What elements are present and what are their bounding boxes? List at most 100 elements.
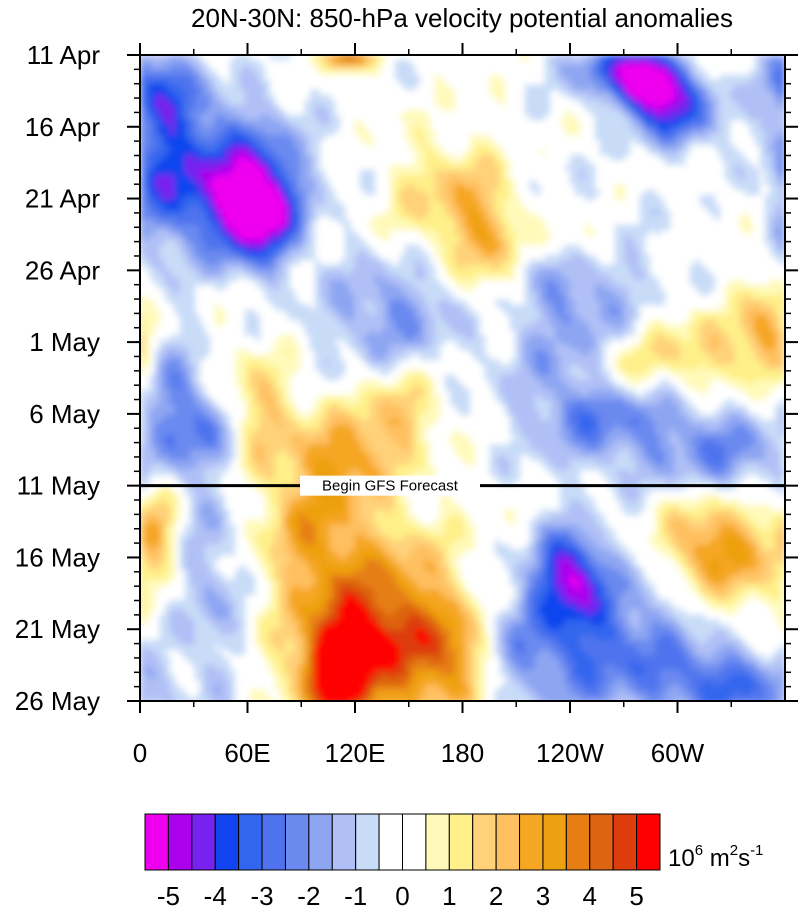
anomaly-cell (269, 94, 276, 101)
anomaly-cell (254, 279, 261, 286)
anomaly-cell (474, 199, 481, 206)
anomaly-cell (179, 309, 186, 316)
anomaly-cell (594, 99, 601, 106)
anomaly-cell (329, 279, 336, 286)
anomaly-cell (419, 199, 426, 206)
anomaly-cell (479, 174, 486, 181)
anomaly-cell (299, 154, 306, 161)
anomaly-cell (149, 274, 156, 281)
anomaly-cell (179, 209, 186, 216)
anomaly-cell (159, 269, 166, 276)
anomaly-cell (494, 264, 501, 271)
anomaly-cell (404, 349, 411, 356)
anomaly-cell (284, 219, 291, 226)
anomaly-cell (529, 89, 536, 96)
anomaly-cell (189, 229, 196, 236)
anomaly-cell (604, 99, 611, 106)
anomaly-cell (624, 319, 631, 326)
anomaly-cell (394, 309, 401, 316)
anomaly-cell (279, 224, 286, 231)
anomaly-cell (429, 294, 436, 301)
anomaly-cell (289, 194, 296, 201)
anomaly-cell (214, 209, 221, 216)
anomaly-cell (444, 289, 451, 296)
anomaly-cell (444, 264, 451, 271)
anomaly-cell (589, 79, 596, 86)
anomaly-cell (424, 254, 431, 261)
anomaly-cell (504, 244, 511, 251)
anomaly-cell (769, 84, 776, 91)
anomaly-cell (269, 189, 276, 196)
anomaly-cell (339, 324, 346, 331)
anomaly-cell (229, 239, 236, 246)
anomaly-cell (249, 99, 256, 106)
anomaly-cell (364, 284, 371, 291)
anomaly-cell (140, 139, 146, 146)
anomaly-cell (524, 349, 531, 356)
anomaly-cell (569, 274, 576, 281)
anomaly-cell (439, 184, 446, 191)
anomaly-cell (219, 319, 226, 326)
anomaly-cell (204, 149, 211, 156)
anomaly-cell (769, 119, 776, 126)
anomaly-cell (209, 229, 216, 236)
anomaly-cell (224, 139, 231, 146)
anomaly-cell (764, 324, 771, 331)
anomaly-cell (549, 329, 556, 336)
anomaly-cell (704, 84, 711, 91)
anomaly-cell (344, 69, 351, 76)
anomaly-cell (559, 74, 566, 81)
anomaly-cell (184, 55, 191, 61)
anomaly-cell (199, 329, 206, 336)
anomaly-cell (554, 324, 561, 331)
anomaly-cell (439, 284, 446, 291)
anomaly-cell (439, 189, 446, 196)
anomaly-cell (449, 324, 456, 331)
anomaly-cell (414, 194, 421, 201)
anomaly-cell (484, 239, 491, 246)
anomaly-cell (444, 164, 451, 171)
anomaly-cell (719, 339, 726, 346)
anomaly-cell (199, 259, 206, 266)
anomaly-cell (204, 74, 211, 81)
anomaly-cell (759, 139, 766, 146)
anomaly-cell (239, 189, 246, 196)
anomaly-cell (209, 154, 216, 161)
anomaly-cell (664, 209, 671, 216)
anomaly-cell (404, 109, 411, 116)
anomaly-cell (399, 164, 406, 171)
anomaly-cell (154, 174, 161, 181)
anomaly-cell (284, 114, 291, 121)
anomaly-cell (694, 259, 701, 266)
anomaly-cell (189, 189, 196, 196)
anomaly-cell (334, 264, 341, 271)
anomaly-cell (464, 219, 471, 226)
anomaly-cell (169, 184, 176, 191)
anomaly-cell (729, 174, 736, 181)
anomaly-cell (414, 214, 421, 221)
anomaly-cell (189, 294, 196, 301)
anomaly-cell (154, 199, 161, 206)
anomaly-cell (404, 269, 411, 276)
anomaly-cell (249, 74, 256, 81)
anomaly-cell (779, 324, 785, 331)
anomaly-cell (199, 189, 206, 196)
anomaly-cell (384, 304, 391, 311)
anomaly-cell (144, 259, 151, 266)
anomaly-cell (314, 209, 321, 216)
anomaly-cell (774, 294, 781, 301)
anomaly-cell (329, 304, 336, 311)
anomaly-cell (140, 344, 146, 351)
anomaly-cell (349, 329, 356, 336)
anomaly-cell (619, 269, 626, 276)
anomaly-cell (704, 99, 711, 106)
anomaly-cell (164, 89, 171, 96)
anomaly-cell (289, 174, 296, 181)
anomaly-cell (554, 299, 561, 306)
anomaly-cell (140, 349, 146, 356)
anomaly-cell (314, 179, 321, 186)
anomaly-cell (614, 94, 621, 101)
anomaly-cell (589, 184, 596, 191)
anomaly-cell (579, 269, 586, 276)
anomaly-cell (329, 214, 336, 221)
